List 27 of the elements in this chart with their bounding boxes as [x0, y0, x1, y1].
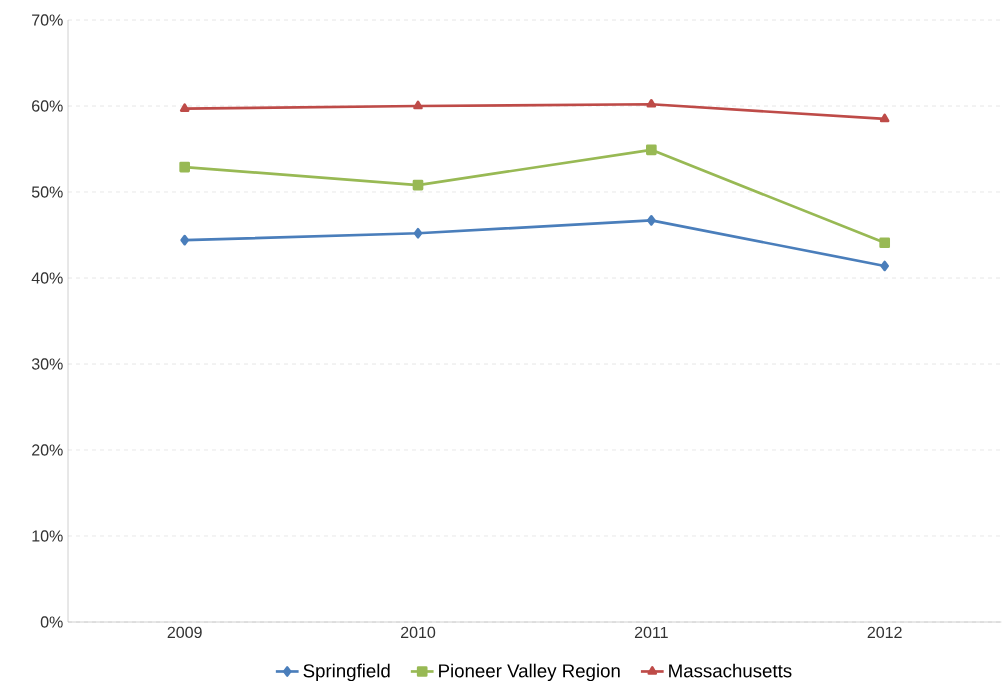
point	[647, 215, 656, 226]
x-tick-label: 2010	[401, 626, 436, 639]
point	[412, 179, 424, 191]
point	[413, 100, 423, 110]
legend-label: Pioneer Valley Region	[439, 663, 620, 682]
point	[179, 103, 190, 112]
point	[879, 113, 890, 123]
y-tick-label: 0%	[40, 616, 63, 628]
x-tick-label: 2012	[867, 626, 902, 639]
legend-label: Springfield	[303, 663, 390, 682]
point	[179, 161, 191, 173]
y-tick-label: 30%	[31, 358, 63, 370]
legend-label: Massachusetts	[669, 663, 792, 678]
point	[646, 98, 657, 108]
y-tick-label: 40%	[31, 272, 63, 284]
x-tick-label: 2009	[167, 626, 202, 639]
point	[646, 144, 657, 156]
point	[880, 260, 890, 272]
point	[879, 237, 891, 249]
point	[180, 234, 190, 246]
y-tick-label: 70%	[32, 14, 63, 26]
y-tick-label: 10%	[32, 530, 63, 542]
y-tick-label: 20%	[32, 444, 63, 456]
x-tick-label: 2011	[634, 626, 668, 639]
point	[413, 227, 423, 239]
y-tick-label: 50%	[31, 186, 63, 198]
y-tick-label: 60%	[32, 100, 63, 112]
